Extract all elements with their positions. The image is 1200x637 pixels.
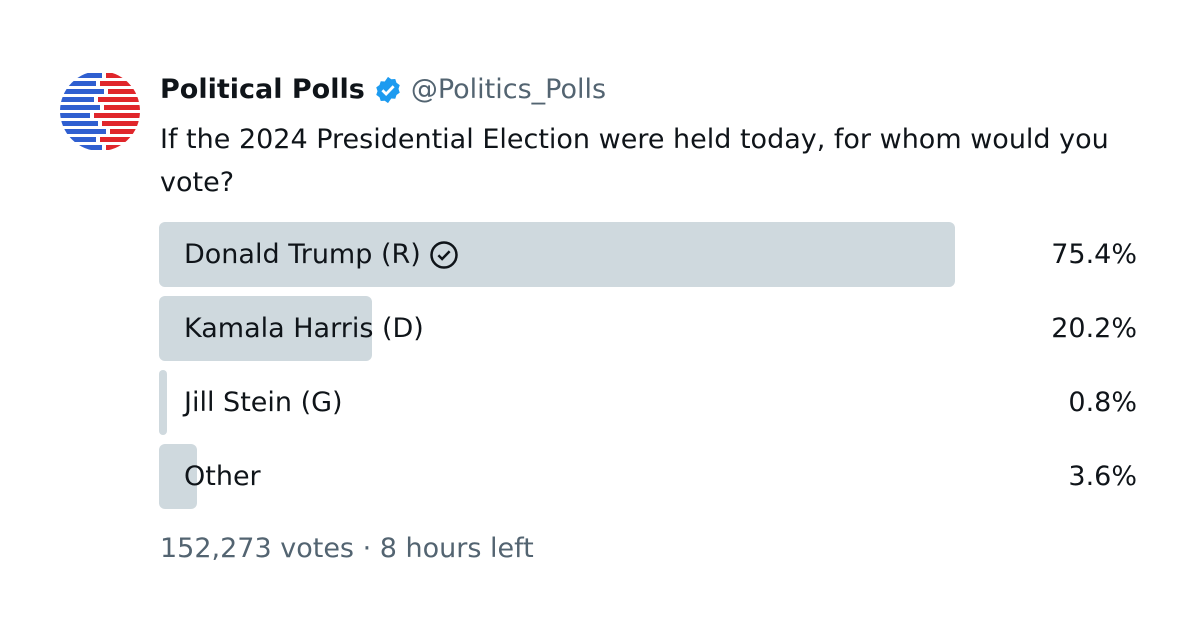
option-label-wrap: Donald Trump (R) <box>184 222 459 287</box>
poll-option[interactable]: Other 3.6% <box>159 444 1139 509</box>
poll-option[interactable]: Donald Trump (R) 75.4% <box>159 222 1139 287</box>
option-percent: 0.8% <box>1068 387 1137 418</box>
option-label-wrap: Other <box>184 444 261 509</box>
tweet-text: If the 2024 Presidential Election were h… <box>160 124 1109 198</box>
option-label: Donald Trump (R) <box>184 239 421 270</box>
option-label: Kamala Harris (D) <box>184 313 424 344</box>
option-label: Jill Stein (G) <box>184 387 343 418</box>
poll-bar <box>159 370 168 435</box>
author-name[interactable]: Political Polls <box>160 74 365 105</box>
handle[interactable]: @Politics_Polls <box>410 74 607 105</box>
option-label-wrap: Jill Stein (G) <box>184 370 343 435</box>
verified-badge <box>376 76 400 103</box>
avatar[interactable] <box>60 71 140 151</box>
poll-bar <box>159 222 956 287</box>
selected-check <box>430 240 458 269</box>
poll-bar <box>159 444 198 509</box>
option-percent: 3.6% <box>1068 461 1137 492</box>
option-percent: 75.4% <box>1051 239 1137 270</box>
option-label: Other <box>184 461 261 492</box>
poll-option[interactable]: Jill Stein (G) 0.8% <box>159 370 1139 435</box>
tweet-header: Political Polls @Politics_Polls <box>160 74 606 105</box>
poll-footer: 152,273 votes · 8 hours left <box>160 533 534 564</box>
poll-bar <box>159 296 373 361</box>
poll-option[interactable]: Kamala Harris (D) 20.2% <box>159 296 1139 361</box>
option-percent: 20.2% <box>1051 313 1137 344</box>
option-label-wrap: Kamala Harris (D) <box>184 296 424 361</box>
